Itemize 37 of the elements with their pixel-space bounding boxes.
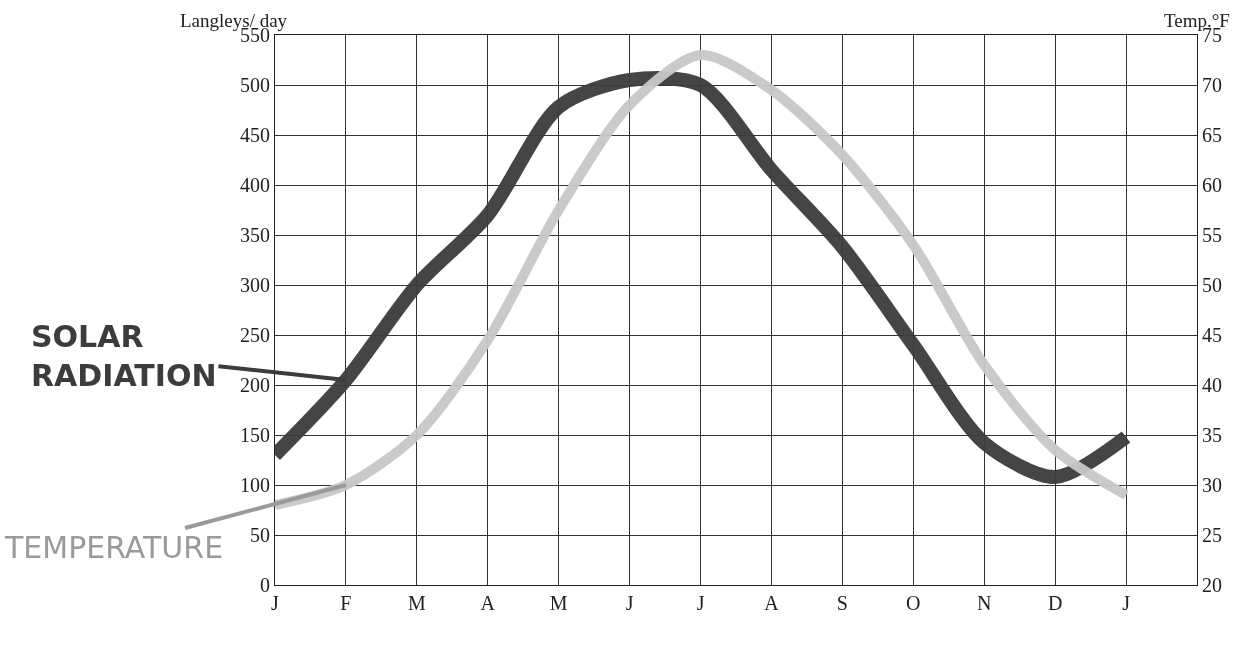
y2-tick-label: 65 (1202, 124, 1223, 146)
annotation: TEMPERATURE (4, 530, 224, 565)
y-tick-label: 100 (239, 474, 270, 496)
x-tick-label: M (407, 592, 426, 615)
y-tick-label: 250 (239, 324, 270, 346)
x-tick-label: A (480, 592, 496, 615)
y-tick-label: 200 (239, 374, 270, 396)
x-tick-label: J (625, 592, 634, 615)
x-tick-label: J (696, 592, 705, 615)
y-tick-label: 50 (249, 524, 270, 546)
y2-tick-label: 20 (1202, 574, 1223, 596)
y-tick-label: 150 (239, 424, 270, 446)
x-tick-label: M (549, 592, 568, 615)
y-tick-label: 450 (239, 124, 270, 146)
y2-tick-label: 35 (1202, 424, 1223, 446)
y-tick-label: 500 (239, 74, 270, 96)
x-tick-label: O (906, 592, 921, 615)
x-tick-label: S (836, 592, 848, 615)
x-tick-label: F (340, 592, 352, 615)
y2-tick-label: 30 (1202, 474, 1223, 496)
y2-tick-label: 45 (1202, 324, 1223, 346)
y-tick-label: 300 (239, 274, 270, 296)
x-tick-label: A (764, 592, 780, 615)
x-tick-label: J (271, 592, 280, 615)
x-tick-label: J (1122, 592, 1131, 615)
y-tick-label: 0 (259, 574, 270, 596)
y2-tick-label: 25 (1202, 524, 1223, 546)
annotation: SOLAR RADIATION (31, 319, 217, 393)
x-tick-label: D (1047, 592, 1063, 615)
y2-tick-label: 55 (1202, 224, 1223, 246)
y2-tick-label: 60 (1202, 174, 1223, 196)
x-tick-label: N (977, 592, 992, 615)
y2-tick-label: 50 (1202, 274, 1223, 296)
y2-tick-label: 40 (1202, 374, 1223, 396)
y-tick-label: 350 (239, 224, 270, 246)
y-tick-label: 400 (239, 174, 270, 196)
y2-tick-label: 70 (1202, 74, 1223, 96)
